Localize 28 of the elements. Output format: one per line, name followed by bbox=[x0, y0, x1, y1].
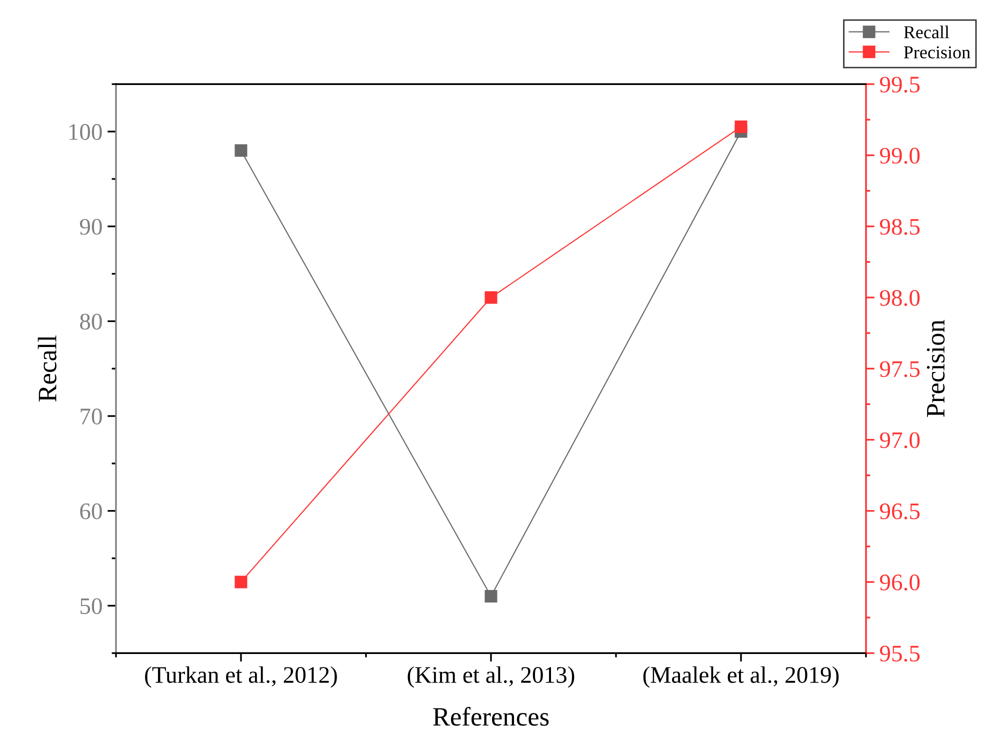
y2-tick-label: 97.0 bbox=[880, 432, 920, 448]
point bbox=[734, 120, 748, 134]
y2-tick-label: 96.0 bbox=[880, 574, 920, 591]
y-tick-label: 50 bbox=[80, 598, 102, 614]
point bbox=[234, 144, 248, 157]
legend-label: Recall bbox=[904, 26, 950, 38]
legend-label: Precision bbox=[904, 46, 970, 58]
y2-tick-label: 99.0 bbox=[880, 148, 920, 164]
point bbox=[484, 590, 498, 602]
y2-tick-label: 95.5 bbox=[880, 646, 920, 662]
y-tick-label: 100 bbox=[69, 124, 102, 140]
y2-tick-label: 99.5 bbox=[880, 76, 920, 93]
y2-tick-label: 96.5 bbox=[880, 503, 920, 520]
point bbox=[484, 291, 498, 304]
y-tick-label: 60 bbox=[80, 503, 102, 520]
y-tick-label: 70 bbox=[80, 408, 102, 424]
y2-tick-label: 98.0 bbox=[880, 290, 920, 306]
point bbox=[234, 576, 248, 588]
y-tick-label: 80 bbox=[80, 314, 102, 330]
y2-axis-title: Precision bbox=[926, 320, 945, 417]
y2-tick-label: 98.5 bbox=[880, 218, 920, 235]
y-tick-label: 90 bbox=[80, 218, 102, 235]
y-axis-title: Recall bbox=[38, 335, 56, 402]
x-axis-title: References bbox=[433, 706, 549, 726]
x-tick-label: (Kim et al., 2013) bbox=[408, 666, 574, 688]
x-tick-label: (Maalek et al., 2019) bbox=[643, 666, 839, 688]
y2-tick-label: 97.5 bbox=[880, 361, 920, 378]
x-tick-label: (Turkan et al., 2012) bbox=[145, 666, 337, 688]
